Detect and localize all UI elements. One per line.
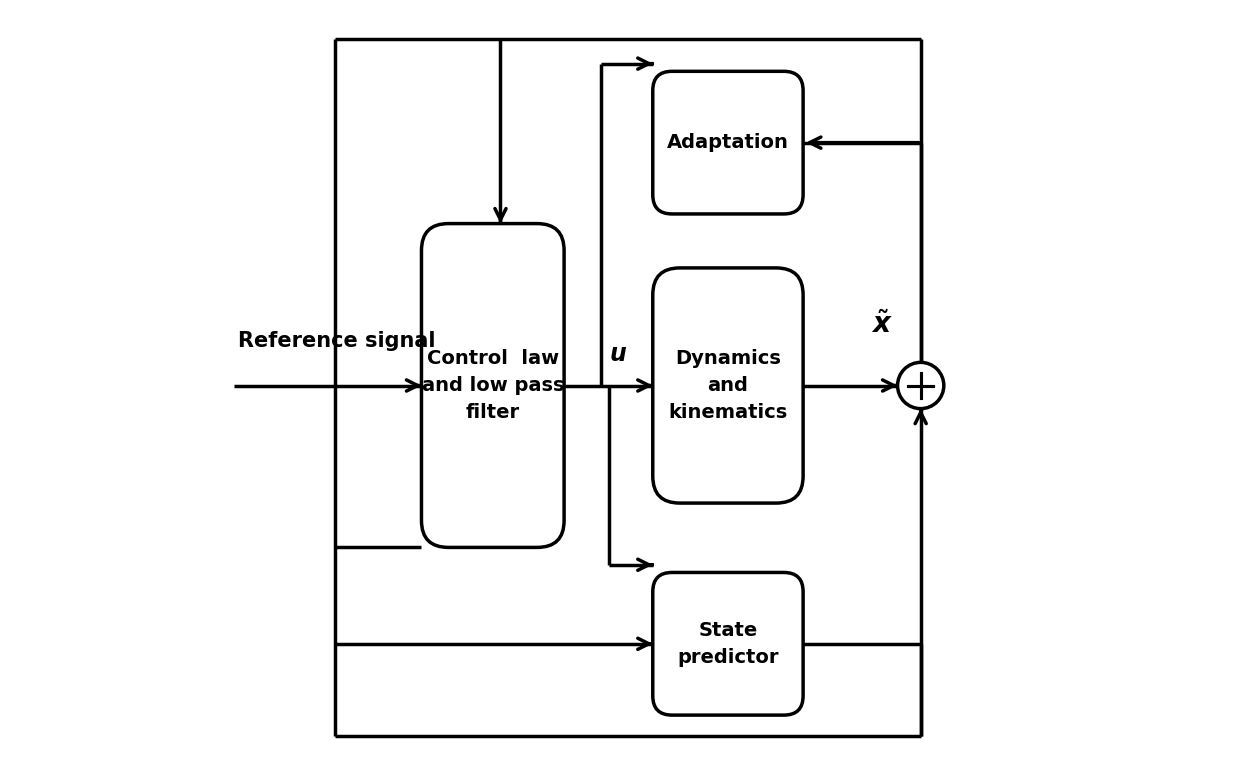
FancyBboxPatch shape — [652, 72, 804, 214]
Text: $\boldsymbol{u}$: $\boldsymbol{u}$ — [609, 342, 626, 366]
Text: Adaptation: Adaptation — [667, 133, 789, 152]
FancyBboxPatch shape — [422, 224, 564, 547]
FancyBboxPatch shape — [652, 268, 804, 503]
Text: $\tilde{\boldsymbol{x}}$: $\tilde{\boldsymbol{x}}$ — [872, 311, 893, 339]
Text: State
predictor: State predictor — [677, 621, 779, 667]
FancyBboxPatch shape — [652, 572, 804, 715]
Text: Control  law
and low pass
filter: Control law and low pass filter — [422, 349, 564, 422]
Text: Reference signal: Reference signal — [238, 331, 435, 351]
Text: Dynamics
and
kinematics: Dynamics and kinematics — [668, 349, 787, 422]
